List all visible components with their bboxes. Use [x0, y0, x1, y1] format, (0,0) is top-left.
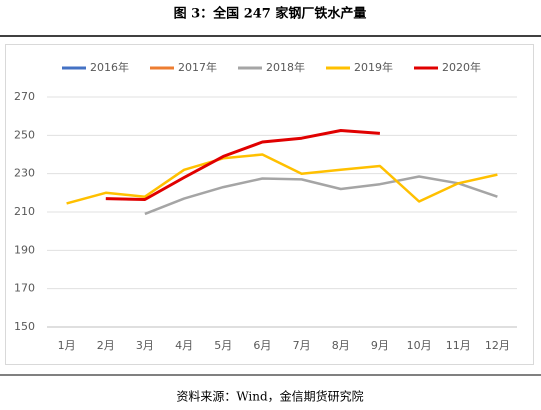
series-line: [144, 175, 498, 216]
y-tick-label: 190: [14, 243, 35, 256]
x-tick-label: 9月: [371, 339, 389, 352]
y-tick-label: 150: [14, 320, 35, 333]
x-tick-label: 10月: [407, 339, 432, 352]
y-tick-label: 170: [14, 282, 35, 295]
x-tick-label: 2月: [97, 339, 115, 352]
legend-label: 2017年: [178, 60, 217, 74]
x-tick-label: 3月: [136, 339, 154, 352]
y-tick-label: 270: [14, 90, 35, 103]
x-tick-label: 4月: [175, 339, 193, 352]
x-tick-label: 6月: [253, 339, 271, 352]
legend-label: 2016年: [90, 60, 129, 74]
series-line: [66, 153, 498, 205]
x-tick-label: 7月: [293, 339, 311, 352]
chart-frame: [5, 44, 534, 365]
x-tick-label: 12月: [485, 339, 510, 352]
legend-label: 2019年: [354, 60, 393, 74]
x-tick-label: 5月: [214, 339, 232, 352]
y-tick-label: 210: [14, 205, 35, 218]
source: 资料来源：Wind，金信期货研究院: [176, 389, 363, 404]
x-tick-label: 8月: [332, 339, 350, 352]
legend-label: 2018年: [266, 60, 305, 74]
y-tick-label: 250: [14, 128, 35, 141]
x-tick-label: 1月: [58, 339, 76, 352]
series-line: [105, 129, 381, 201]
legend-label: 2020年: [442, 60, 481, 74]
y-tick-label: 230: [14, 167, 35, 180]
x-tick-label: 11月: [446, 339, 471, 352]
chart-title: 图 3：全国 247 家钢厂铁水产量: [174, 6, 367, 22]
